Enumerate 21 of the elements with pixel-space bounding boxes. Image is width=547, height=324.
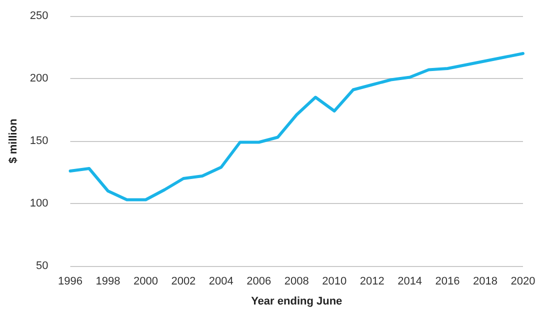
x-tick-label: 2002 — [171, 276, 196, 288]
x-tick-label: 2018 — [473, 276, 498, 288]
y-tick-label: 200 — [30, 72, 48, 84]
x-axis-title: Year ending June — [251, 296, 342, 308]
x-tick-label: 2004 — [208, 276, 234, 288]
x-tick-label: 2010 — [322, 276, 347, 288]
x-tick-label: 2006 — [246, 276, 272, 288]
x-tick-label: 1998 — [96, 276, 120, 288]
x-tick-label: 2020 — [510, 276, 536, 288]
x-tick-label: 2012 — [360, 276, 384, 288]
x-tick-label: 2016 — [435, 276, 460, 288]
y-tick-label: 150 — [30, 135, 48, 147]
y-axis-title: $ million — [8, 118, 20, 164]
line-series — [68, 52, 524, 202]
x-tick-label: 2008 — [284, 276, 309, 288]
x-tick-label: 2014 — [398, 276, 422, 288]
y-tick-label: 250 — [30, 10, 48, 22]
y-tick-label: 100 — [30, 198, 48, 210]
y-tick-label: 50 — [36, 260, 48, 272]
x-tick-label: 2000 — [133, 276, 158, 288]
x-tick-label: 1996 — [58, 276, 82, 288]
